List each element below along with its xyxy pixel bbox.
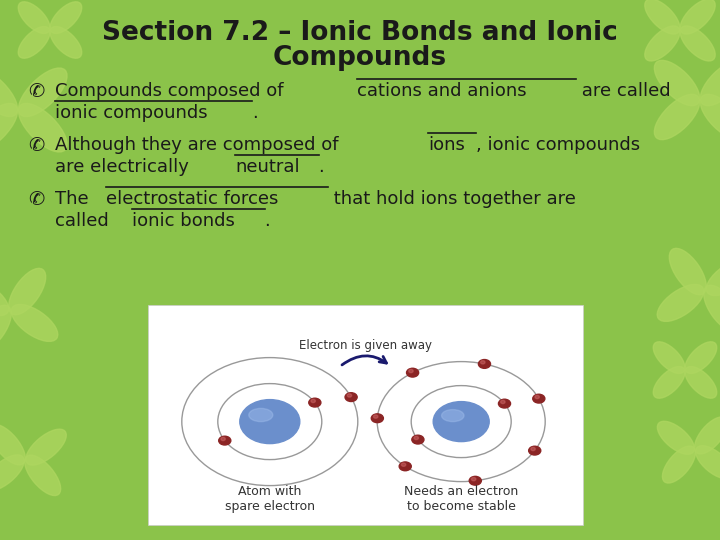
Ellipse shape [441, 410, 464, 422]
Ellipse shape [657, 285, 703, 321]
Ellipse shape [19, 103, 67, 152]
Ellipse shape [528, 446, 541, 455]
Text: ✆: ✆ [28, 82, 45, 101]
Ellipse shape [347, 394, 351, 397]
Ellipse shape [9, 268, 45, 315]
Ellipse shape [654, 94, 700, 140]
Text: The: The [55, 190, 94, 208]
Text: ionic compounds: ionic compounds [55, 104, 207, 122]
Ellipse shape [653, 342, 685, 374]
Ellipse shape [685, 342, 717, 374]
Ellipse shape [481, 361, 485, 364]
Text: that hold ions together are: that hold ions together are [328, 190, 576, 208]
Ellipse shape [374, 415, 378, 419]
Text: Compounds composed of: Compounds composed of [55, 82, 289, 100]
Text: electrostatic forces: electrostatic forces [106, 190, 278, 208]
Ellipse shape [657, 421, 694, 454]
Ellipse shape [685, 367, 717, 398]
Text: Compounds: Compounds [273, 45, 447, 71]
Text: .: . [264, 212, 270, 230]
Ellipse shape [19, 68, 67, 117]
Ellipse shape [240, 400, 300, 443]
Ellipse shape [701, 94, 720, 140]
Ellipse shape [401, 463, 406, 467]
Text: Section 7.2 – Ionic Bonds and Ionic: Section 7.2 – Ionic Bonds and Ionic [102, 20, 618, 46]
Ellipse shape [695, 417, 720, 454]
Ellipse shape [706, 259, 720, 295]
Ellipse shape [662, 446, 696, 483]
Ellipse shape [412, 435, 424, 444]
Ellipse shape [680, 26, 715, 61]
Ellipse shape [472, 477, 476, 481]
Ellipse shape [654, 60, 700, 106]
Ellipse shape [645, 26, 680, 61]
Ellipse shape [498, 399, 510, 408]
Ellipse shape [433, 402, 489, 442]
Ellipse shape [0, 279, 9, 315]
Text: neutral: neutral [235, 158, 300, 176]
Ellipse shape [219, 436, 231, 445]
Ellipse shape [680, 0, 715, 34]
Ellipse shape [249, 408, 273, 422]
Text: are called: are called [576, 82, 671, 100]
Ellipse shape [311, 399, 315, 403]
Ellipse shape [24, 455, 60, 496]
Text: called: called [55, 212, 114, 230]
FancyBboxPatch shape [148, 305, 583, 525]
Ellipse shape [0, 103, 17, 152]
Ellipse shape [0, 424, 25, 465]
Ellipse shape [701, 60, 720, 106]
Text: .: . [252, 104, 258, 122]
Text: ✆: ✆ [28, 190, 45, 209]
Ellipse shape [0, 455, 24, 491]
Ellipse shape [407, 368, 418, 377]
Ellipse shape [670, 248, 706, 295]
Ellipse shape [399, 462, 411, 471]
Ellipse shape [50, 26, 82, 58]
Text: .: . [318, 158, 324, 176]
Text: Although they are composed of: Although they are composed of [55, 136, 344, 154]
FancyArrowPatch shape [342, 356, 387, 365]
Ellipse shape [0, 305, 12, 352]
Ellipse shape [18, 2, 50, 33]
Text: ✆: ✆ [28, 136, 45, 155]
Ellipse shape [414, 436, 418, 440]
Text: Electron is given away: Electron is given away [299, 339, 432, 352]
Ellipse shape [703, 285, 720, 332]
Ellipse shape [0, 68, 17, 117]
Text: ionic bonds: ionic bonds [132, 212, 235, 230]
Text: Needs an electron
to become stable: Needs an electron to become stable [404, 485, 518, 513]
Ellipse shape [26, 429, 66, 465]
Text: cations and anions: cations and anions [357, 82, 527, 100]
Text: ions: ions [428, 136, 465, 154]
Ellipse shape [221, 437, 225, 441]
Ellipse shape [12, 305, 58, 341]
Text: Atom with
spare electron: Atom with spare electron [225, 485, 315, 513]
Ellipse shape [645, 0, 680, 34]
Ellipse shape [535, 395, 539, 399]
Text: , ionic compounds: , ionic compounds [476, 136, 640, 154]
Ellipse shape [478, 360, 490, 368]
Ellipse shape [372, 414, 383, 423]
Ellipse shape [500, 400, 505, 403]
Ellipse shape [309, 398, 321, 407]
Ellipse shape [531, 447, 535, 450]
Ellipse shape [345, 393, 357, 402]
Ellipse shape [18, 26, 50, 58]
Ellipse shape [409, 369, 413, 373]
Ellipse shape [653, 367, 685, 398]
Ellipse shape [50, 2, 82, 33]
Text: are electrically: are electrically [55, 158, 194, 176]
Ellipse shape [533, 394, 545, 403]
Ellipse shape [696, 446, 720, 479]
Ellipse shape [469, 476, 482, 485]
